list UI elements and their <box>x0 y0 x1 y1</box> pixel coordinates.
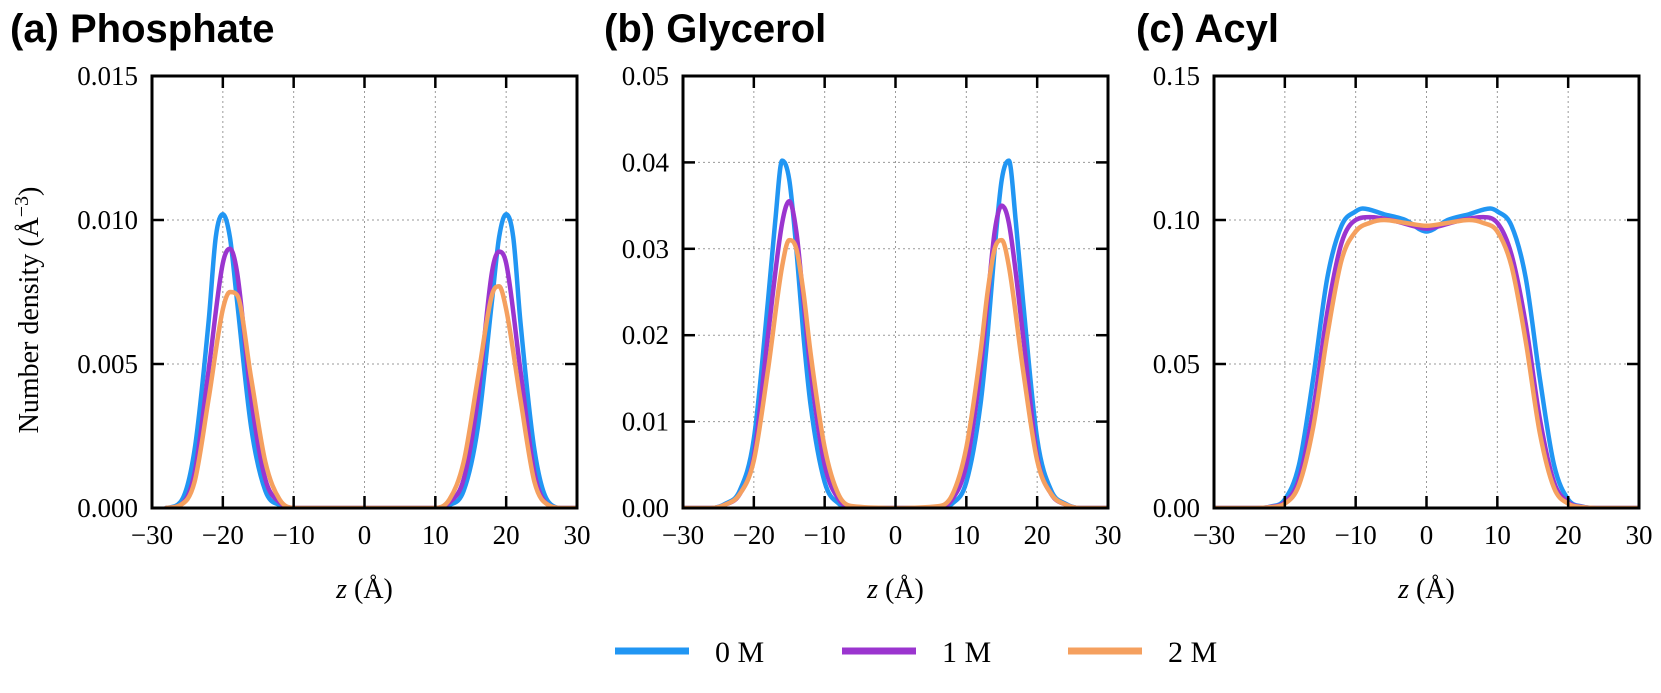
x-tick-label: −30 <box>1193 520 1235 550</box>
series-line-1m <box>683 199 1108 508</box>
series-line-2m <box>1214 217 1639 508</box>
x-tick-label: 20 <box>493 520 520 550</box>
x-tick-label: 20 <box>1024 520 1051 550</box>
x-tick-label: 30 <box>1095 520 1122 550</box>
x-tick-label: −30 <box>131 520 173 550</box>
x-tick-label: 0 <box>358 520 372 550</box>
x-tick-label: −10 <box>1335 520 1377 550</box>
x-tick-label: 10 <box>1484 520 1511 550</box>
x-tick-label: −20 <box>1264 520 1306 550</box>
panel-title: (c) Acyl <box>1136 7 1279 51</box>
x-tick-label: −20 <box>202 520 244 550</box>
legend: 0 M 1 M 2 M <box>615 636 1217 669</box>
panel-3: (c) Acyl −30 −20 −10 0 10 20 30 0.00 0.05 0.10 0.15… <box>1136 7 1653 605</box>
x-tick-label: −10 <box>804 520 846 550</box>
x-tick-label: 30 <box>1626 520 1653 550</box>
y-tick-label: 0.03 <box>622 234 669 264</box>
x-tick-label: 10 <box>953 520 980 550</box>
y-tick-label: 0.04 <box>622 147 670 177</box>
x-axis-label: z (Å) <box>866 574 924 605</box>
y-tick-label: 0.005 <box>77 349 138 379</box>
y-tick-label: 0.05 <box>1153 349 1200 379</box>
x-tick-label: −20 <box>733 520 775 550</box>
y-tick-label: 0.10 <box>1153 205 1200 235</box>
y-tick-label: 0.02 <box>622 320 669 350</box>
y-axis-label: Number density (Å−3) <box>11 187 45 434</box>
series-line-0m <box>163 211 577 508</box>
series-line-2m <box>683 237 1108 508</box>
y-tick-label: 0.15 <box>1153 61 1200 91</box>
x-tick-label: 10 <box>422 520 449 550</box>
series-line-0m <box>683 158 1108 508</box>
legend-label: 2 M <box>1168 636 1217 669</box>
series-line-1m <box>163 246 577 508</box>
y-tick-label: 0.05 <box>622 61 669 91</box>
legend-label: 0 M <box>715 636 764 669</box>
series-line-0m <box>1214 206 1639 508</box>
x-tick-label: 0 <box>1420 520 1434 550</box>
y-tick-label: 0.015 <box>77 61 138 91</box>
y-tick-label: 0.00 <box>1153 493 1200 523</box>
x-tick-label: 0 <box>889 520 903 550</box>
x-tick-label: −30 <box>662 520 704 550</box>
y-tick-label: 0.010 <box>77 205 138 235</box>
panel-title: (b) Glycerol <box>604 7 826 51</box>
x-tick-label: −10 <box>273 520 315 550</box>
panel-2: (b) Glycerol −30 −20 −10 0 10 20 30 0.00 0.01 0.02… <box>604 7 1122 605</box>
y-tick-label: 0.00 <box>622 493 669 523</box>
panel-title: (a) Phosphate <box>10 7 274 51</box>
x-axis-label: z (Å) <box>1397 574 1455 605</box>
legend-label: 1 M <box>942 636 991 669</box>
x-tick-label: 20 <box>1555 520 1582 550</box>
x-axis-label: z (Å) <box>335 574 393 605</box>
series-line-2m <box>163 283 577 508</box>
y-tick-label: 0.000 <box>77 493 138 523</box>
x-tick-label: 30 <box>564 520 591 550</box>
y-tick-label: 0.01 <box>622 407 669 437</box>
panel-1: (a) Phosphate −30 −20 −10 0 10 20 30 0.000 0.005 0… <box>10 7 591 605</box>
